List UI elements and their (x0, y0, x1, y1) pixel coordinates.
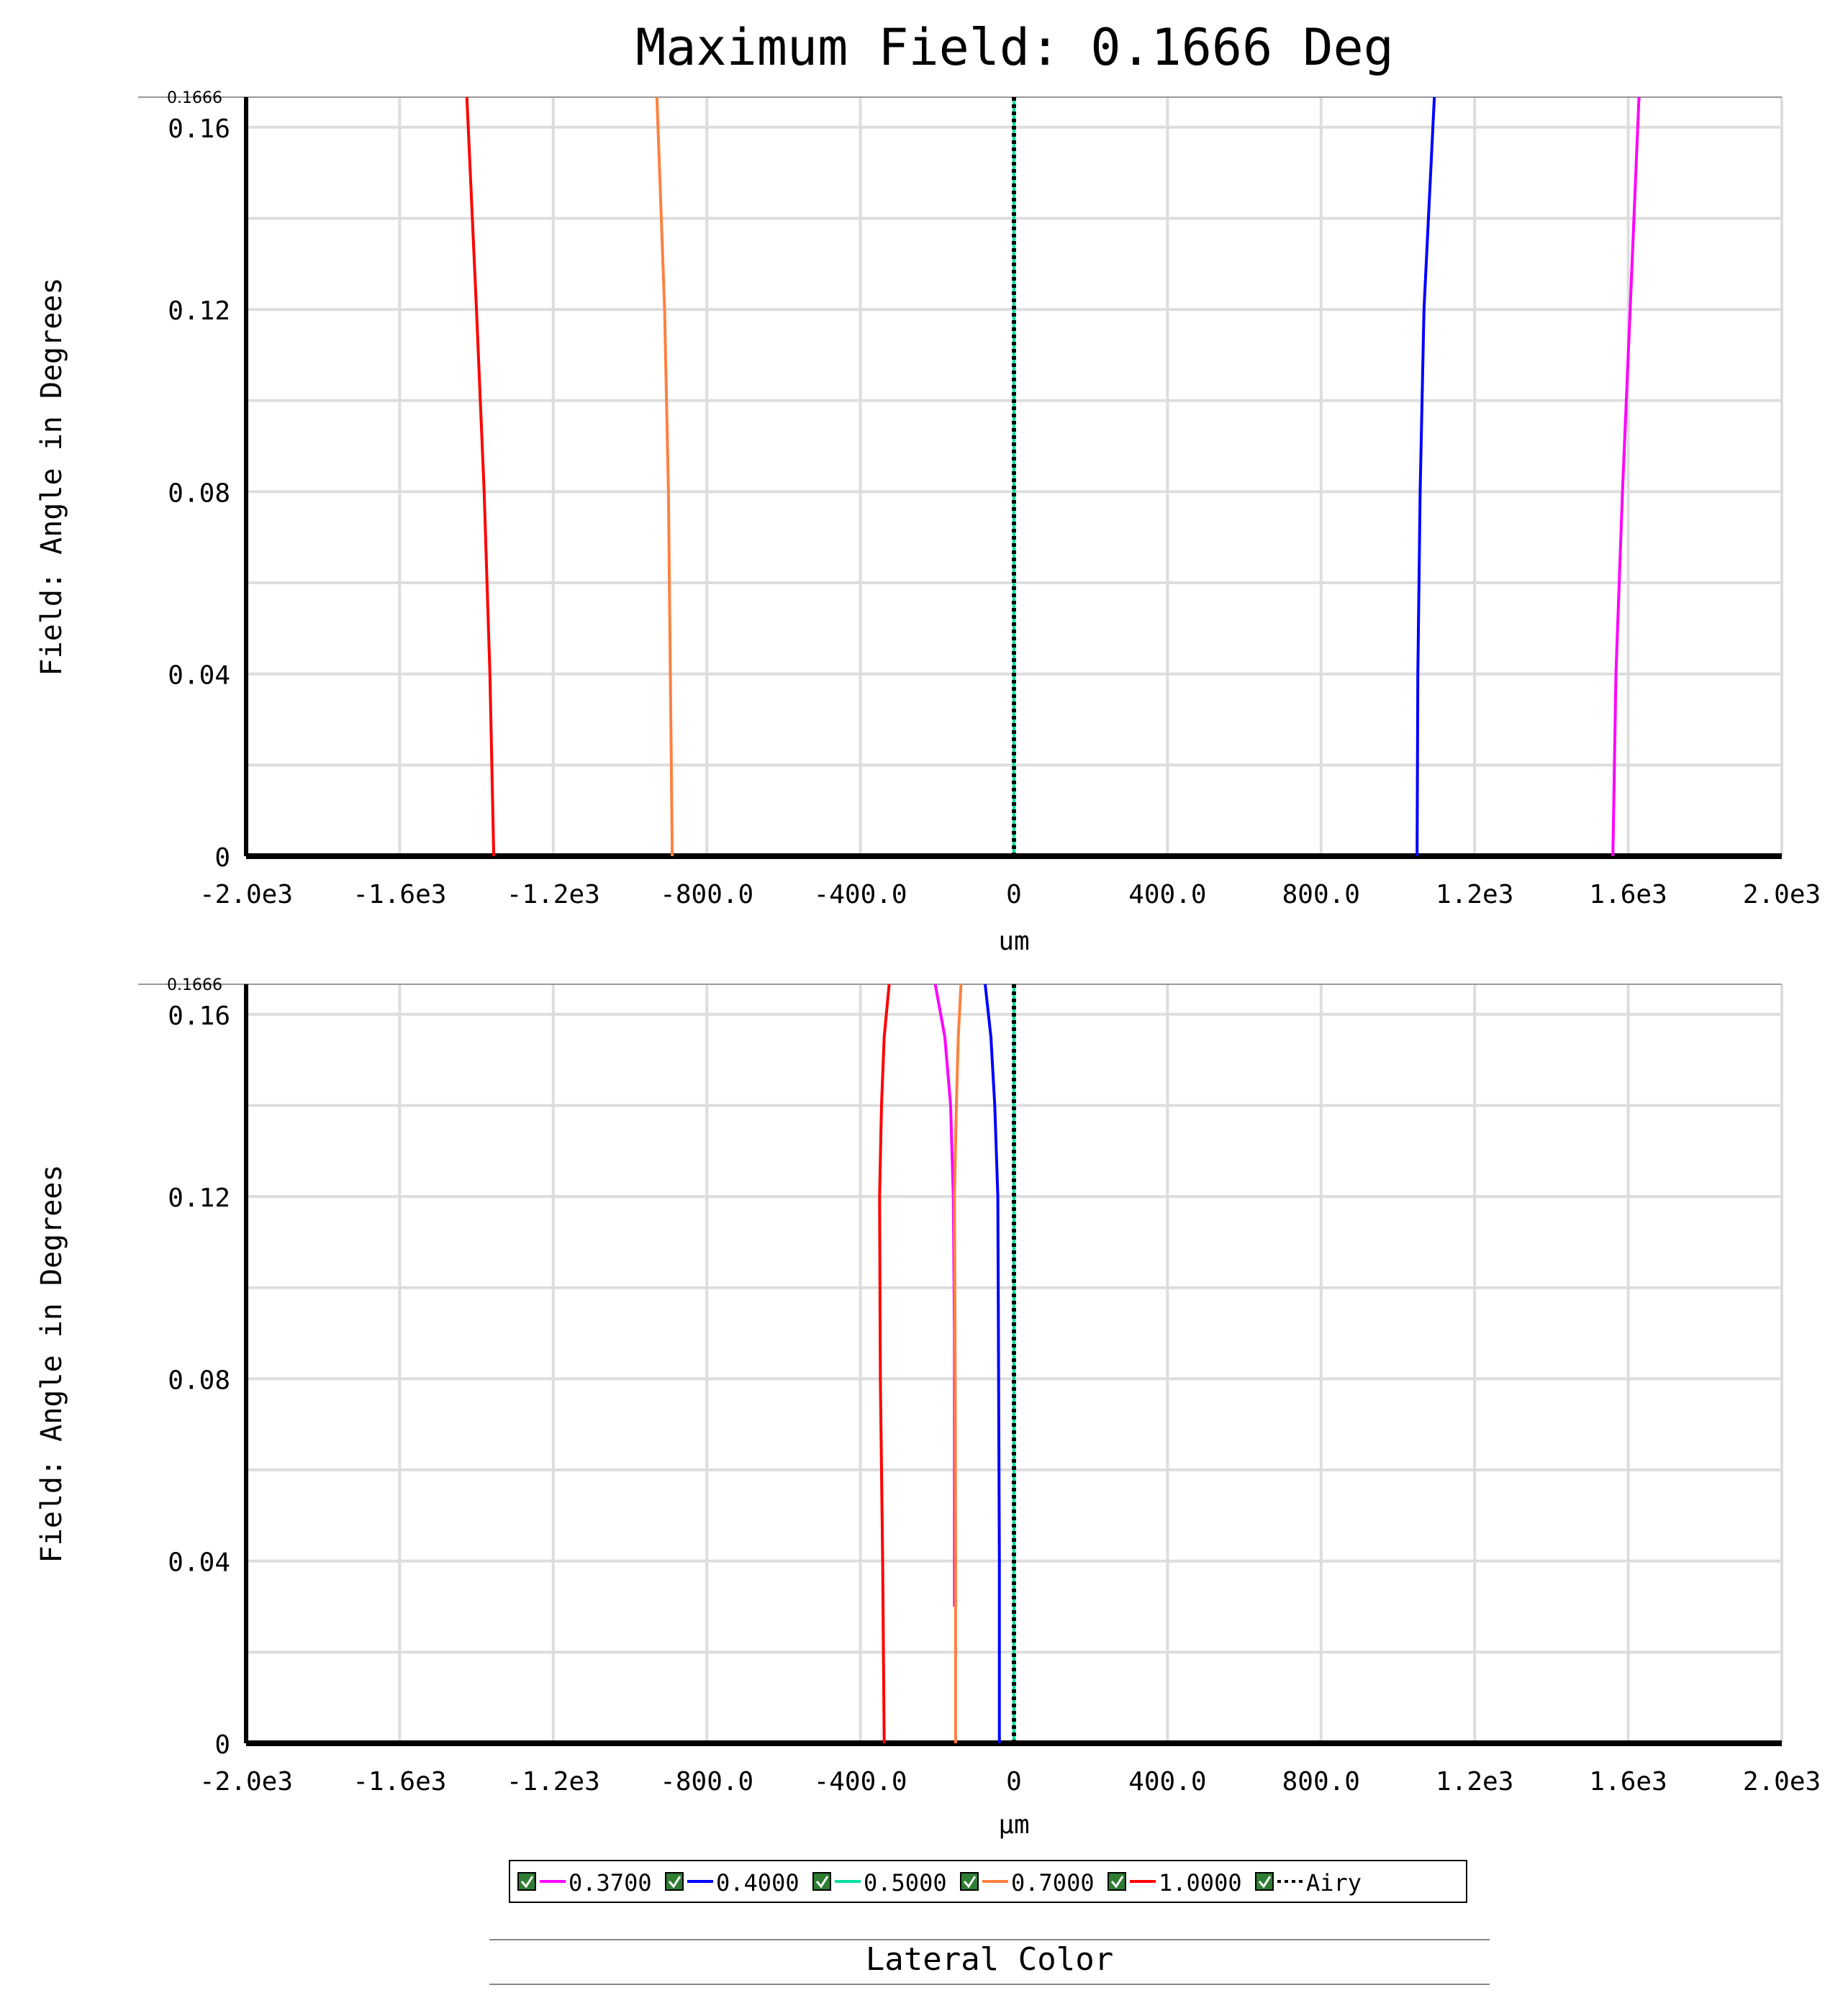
legend-label: Airy (1306, 1869, 1362, 1897)
footer-label: Lateral Color (866, 1941, 1113, 1978)
x-tick-label: 1.6e3 (1589, 880, 1667, 909)
y-tick-label: 0 (214, 1730, 230, 1760)
y-axis-label: Field: Angle in Degrees (35, 278, 68, 676)
y-max-label: 0.1666 (167, 89, 222, 107)
y-axis-label: Field: Angle in Degrees (35, 1165, 68, 1563)
x-tick-label: 400.0 (1128, 880, 1206, 909)
series-line-1-0000 (465, 96, 496, 857)
x-tick-label: 1.2e3 (1436, 1767, 1513, 1797)
y-tick-label: 0.16 (168, 1002, 230, 1031)
check-icon (520, 1876, 534, 1889)
x-tick-label: -1.6e3 (353, 1767, 446, 1797)
legend-label: 0.4000 (716, 1869, 800, 1897)
legend-checkbox (812, 1872, 831, 1891)
y-tick-label: 0 (214, 843, 230, 873)
x-tick-label: -2.0e3 (199, 880, 293, 909)
series-line-0-7000 (953, 984, 963, 1743)
x-tick-label: 800.0 (1282, 1767, 1360, 1797)
legend-checkbox (1255, 1872, 1274, 1891)
legend-checkbox (517, 1872, 536, 1891)
y-max-label: 0.1666 (167, 976, 222, 994)
x-tick-label: 800.0 (1282, 880, 1360, 909)
x-tick-label: 0 (1006, 1767, 1022, 1797)
x-axis-label: µm (998, 1810, 1029, 1840)
x-tick-label: -1.6e3 (353, 880, 446, 909)
series-line-0-4000 (983, 984, 1001, 1743)
x-tick-label: -1.2e3 (507, 880, 600, 909)
y-tick-label: 0.08 (168, 478, 230, 508)
x-tick-label: -1.2e3 (507, 1767, 600, 1797)
check-icon (1258, 1876, 1272, 1889)
legend-checkbox (960, 1872, 979, 1891)
plot-panel-1: 0.1666 0 0.04 0.08 0.12 0.16 -2.0e3 -1.6e3 -1.2e… (35, 89, 1821, 956)
legend-label: 1.0000 (1159, 1869, 1242, 1897)
x-tick-label: -800.0 (660, 880, 753, 909)
y-tick-label: 0.12 (168, 296, 230, 326)
legend-item: 0.4000 (665, 1869, 800, 1897)
y-tick-label: 0.04 (168, 661, 230, 691)
check-icon (1110, 1876, 1124, 1889)
legend-checkbox (1108, 1872, 1126, 1891)
series-line-1-0000 (878, 984, 891, 1744)
x-tick-label: 2.0e3 (1743, 880, 1821, 909)
legend-item: 1.0000 (1108, 1869, 1242, 1897)
y-tick-label: 0.12 (168, 1184, 230, 1213)
legend-item: 0.5000 (812, 1869, 947, 1897)
x-axis-label: um (998, 927, 1029, 956)
legend-label: 0.3700 (569, 1869, 652, 1897)
legend-checkbox (665, 1872, 684, 1891)
series-line-0-3700 (1611, 96, 1641, 857)
x-tick-label: 1.6e3 (1589, 1767, 1667, 1797)
check-icon (668, 1876, 681, 1889)
x-tick-label: -2.0e3 (199, 1767, 293, 1797)
series-line-0-4000 (1416, 96, 1436, 857)
legend-item: 0.7000 (960, 1869, 1095, 1897)
x-tick-label: 400.0 (1128, 1767, 1206, 1797)
x-tick-label: -400.0 (814, 880, 907, 909)
legend: 0.3700 0.4000 0.5000 0.7000 1.0000 Airy (509, 1860, 1467, 1903)
y-tick-label: 0.08 (168, 1366, 230, 1395)
x-tick-label: 1.2e3 (1436, 880, 1513, 909)
legend-item: Airy (1255, 1869, 1362, 1897)
y-tick-label: 0.16 (168, 114, 230, 144)
series-line-0-7000 (655, 96, 674, 857)
legend-label: 0.5000 (864, 1869, 947, 1897)
y-tick-label: 0.04 (168, 1548, 230, 1578)
chart-title: Maximum Field: 0.1666 Deg (635, 18, 1394, 77)
plot-panel-2: 0.1666 0 0.04 0.08 0.12 0.16 -2.0e3 -1.6e3 -1.2e… (35, 976, 1821, 1840)
legend-item: 0.3700 (517, 1869, 652, 1897)
x-tick-label: 2.0e3 (1743, 1767, 1821, 1797)
x-tick-label: -400.0 (814, 1767, 907, 1797)
x-tick-label: -800.0 (660, 1767, 753, 1797)
x-tick-label: 0 (1006, 880, 1022, 909)
check-icon (815, 1876, 829, 1889)
legend-label: 0.7000 (1011, 1869, 1095, 1897)
check-icon (963, 1876, 977, 1889)
